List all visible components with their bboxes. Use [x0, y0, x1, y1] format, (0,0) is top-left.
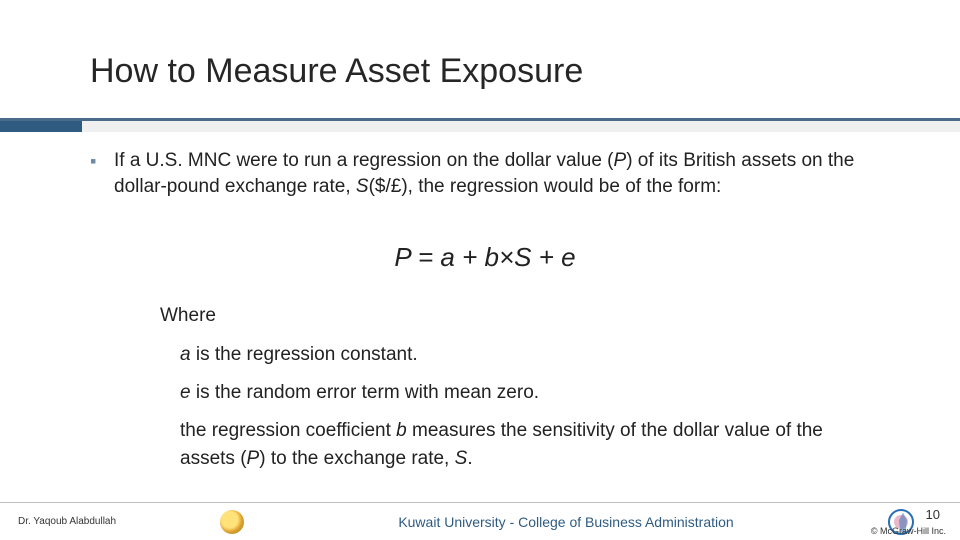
where-label: Where — [160, 305, 880, 327]
bullet-text: If a U.S. MNC were to run a regression o… — [114, 148, 880, 200]
var-P-2: P — [247, 448, 260, 469]
definition-b-mid2: ) to the exchange rate, — [259, 448, 454, 469]
slide-footer: Dr. Yaqoub Alabdullah Kuwait University … — [0, 502, 960, 540]
bullet-marker: ▪ — [90, 148, 114, 200]
bullet-item: ▪ If a U.S. MNC were to run a regression… — [90, 148, 880, 200]
copyright-text: © McGraw-Hill Inc. — [871, 526, 946, 536]
slide-title: How to Measure Asset Exposure — [90, 52, 583, 91]
title-separator — [0, 118, 960, 132]
footer-author: Dr. Yaqoub Alabdullah — [0, 516, 220, 527]
bullet-frag-3: ($/£), the regression would be of the fo… — [369, 176, 722, 197]
university-seal-icon — [220, 510, 244, 534]
definition-e-text: is the random error term with mean zero. — [191, 382, 539, 403]
title-separator-accent — [0, 121, 82, 132]
var-b: b — [396, 420, 407, 441]
slide-number: 10 — [926, 507, 940, 522]
definition-a: a is the regression constant. — [180, 341, 860, 369]
footer-institution: Kuwait University - College of Business … — [264, 514, 868, 530]
definition-a-text: is the regression constant. — [191, 344, 418, 365]
definition-e: e is the random error term with mean zer… — [180, 379, 860, 407]
definition-b-pre: the regression coefficient — [180, 420, 396, 441]
definition-b: the regression coefficient b measures th… — [180, 417, 860, 473]
regression-equation: P = a + b×S + e — [90, 242, 880, 273]
var-e: e — [180, 382, 191, 403]
bullet-frag-1: If a U.S. MNC were to run a regression o… — [114, 150, 614, 171]
slide: How to Measure Asset Exposure ▪ If a U.S… — [0, 0, 960, 540]
slide-body: ▪ If a U.S. MNC were to run a regression… — [90, 148, 880, 483]
var-S-2: S — [455, 448, 468, 469]
var-a: a — [180, 344, 191, 365]
definition-b-end: . — [467, 448, 472, 469]
var-S: S — [356, 176, 369, 197]
var-P: P — [614, 150, 627, 171]
